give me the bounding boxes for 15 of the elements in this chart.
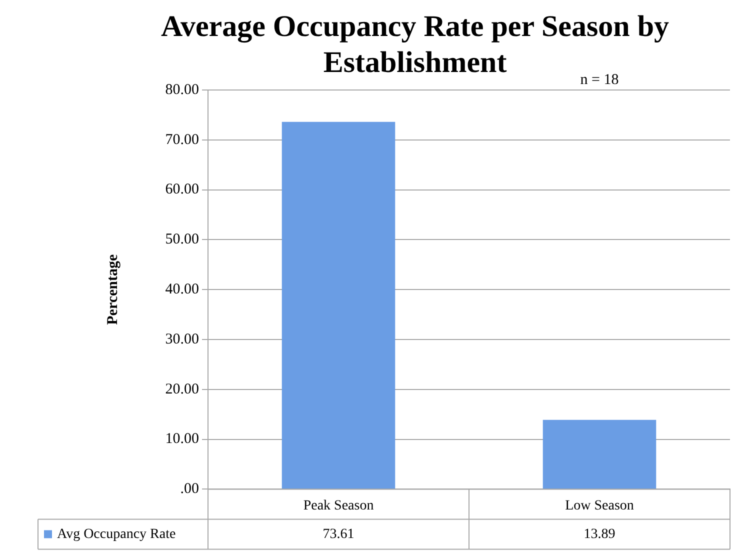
y-tick-label: 80.00 [165,82,199,98]
x-tick-label: Peak Season [303,498,374,514]
y-tick-label: 10.00 [165,431,199,448]
y-tick-label: 20.00 [165,381,199,398]
x-tick-label: Low Season [565,498,634,514]
y-tick-label: 60.00 [165,182,199,198]
y-tick-label: .00 [180,481,199,498]
y-tick-label: 50.00 [165,232,199,248]
y-tick-label: 40.00 [165,282,199,298]
y-tick-label: 70.00 [165,132,199,148]
data-label: 73.61 [322,526,354,542]
legend-label: Avg Occupancy Rate [57,526,176,542]
y-tick-label: 30.00 [165,331,199,348]
y-axis-title: Percentage [104,254,121,325]
data-label: 13.89 [584,526,616,542]
